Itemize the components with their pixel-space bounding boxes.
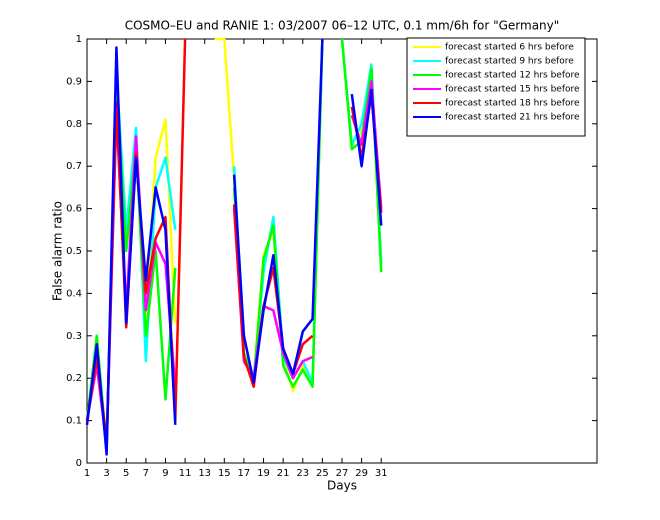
x-tick-label: 23: [296, 468, 309, 479]
legend-label: forecast started 18 hrs before: [445, 99, 580, 109]
x-tick-label: 17: [238, 468, 251, 479]
x-tick-label: 9: [162, 468, 168, 479]
y-axis-label: False alarm ratio: [51, 201, 65, 301]
y-tick-label: 0.8: [66, 119, 82, 130]
legend-box: [406, 37, 586, 137]
x-tick-label: 29: [355, 468, 368, 479]
y-tick-label: 0.6: [66, 204, 82, 215]
x-tick-label: 7: [143, 468, 149, 479]
y-tick-label: 0.4: [66, 288, 82, 299]
x-tick-label: 13: [198, 468, 211, 479]
y-tick-label: 0.1: [66, 416, 82, 427]
legend-label: forecast started 9 hrs before: [445, 57, 574, 67]
x-tick-label: 3: [103, 468, 109, 479]
y-tick-label: 0.9: [66, 76, 82, 87]
x-tick-label: 1: [84, 468, 90, 479]
x-tick-label: 27: [336, 468, 349, 479]
chart-title: COSMO–EU and RANIE 1: 03/2007 06–12 UTC,…: [125, 19, 560, 33]
x-tick-label: 25: [316, 468, 329, 479]
x-tick-label: 15: [218, 468, 231, 479]
x-tick-label: 31: [375, 468, 388, 479]
y-tick-label: 0.3: [66, 331, 82, 342]
x-tick-label: 11: [179, 468, 192, 479]
legend-label: forecast started 15 hrs before: [445, 85, 580, 95]
legend-label: forecast started 12 hrs before: [445, 71, 580, 81]
x-axis-label: Days: [327, 479, 357, 493]
legend-label: forecast started 21 hrs before: [445, 113, 580, 123]
y-tick-label: 0.5: [66, 246, 82, 257]
y-tick-label: 0.7: [66, 161, 82, 172]
x-tick-label: 5: [123, 468, 129, 479]
series-line: [85, 38, 383, 456]
y-tick-label: 1: [76, 34, 82, 45]
legend-label: forecast started 6 hrs before: [445, 43, 574, 53]
y-tick-label: 0: [76, 458, 82, 469]
y-tick-label: 0.2: [66, 373, 82, 384]
x-tick-label: 19: [257, 468, 270, 479]
x-tick-label: 21: [277, 468, 290, 479]
